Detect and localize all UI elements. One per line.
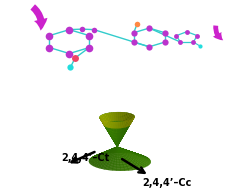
FancyArrowPatch shape bbox=[213, 25, 223, 40]
Text: 2,4,4’–Cc: 2,4,4’–Cc bbox=[142, 178, 192, 187]
Text: 2,4,4’–Ct: 2,4,4’–Ct bbox=[61, 153, 109, 163]
FancyArrowPatch shape bbox=[31, 4, 47, 31]
